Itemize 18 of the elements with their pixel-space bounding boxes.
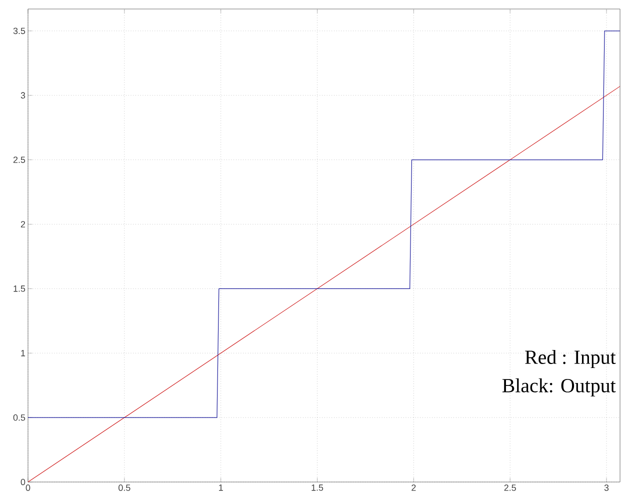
annotation: Black: Output: [502, 378, 616, 396]
y-tick-label: 3: [20, 92, 26, 99]
y-tick-label: 1.5: [14, 286, 26, 292]
annotation: Red : Input: [525, 350, 616, 368]
y-tick-label: 2: [20, 221, 26, 228]
x-tick-label: 0.5: [118, 484, 130, 491]
x-tick-label: 3: [604, 484, 609, 491]
y-tick-label: 3.5: [13, 28, 26, 34]
y-tick-label: 1: [21, 350, 26, 356]
x-tick-label: 0: [26, 484, 30, 491]
x-tick-label: 1.5: [312, 484, 324, 491]
y-tick-label: 0: [20, 478, 26, 486]
x-tick-label: 2: [412, 484, 416, 491]
line-series: [28, 30, 620, 418]
y-tick-label: 0.5: [13, 414, 26, 421]
y-tick-label: 2.5: [13, 156, 26, 163]
x-tick-label: 1: [219, 484, 223, 491]
x-tick-label: 2.5: [504, 484, 516, 491]
